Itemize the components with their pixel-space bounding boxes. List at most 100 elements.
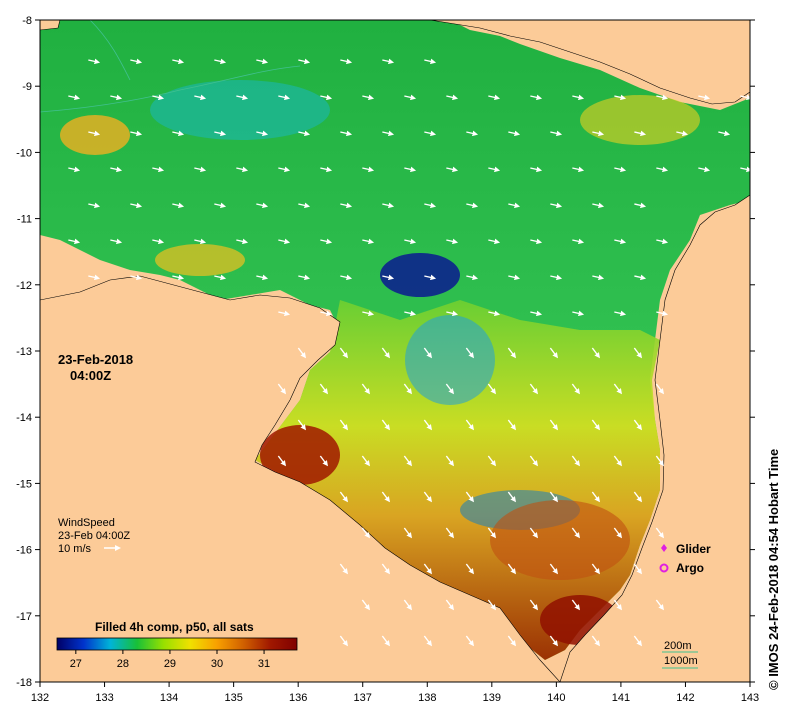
lon-tick-label: 134: [160, 692, 178, 704]
wind-arrow-icon: [320, 310, 333, 317]
lat-tick-label: -12: [16, 280, 32, 292]
wind-arrow-icon: [571, 599, 581, 611]
wind-arrow-icon: [488, 238, 501, 245]
wind-arrow-icon: [423, 419, 433, 431]
wind-arrow-icon: [550, 202, 563, 209]
wind-legend-time: 23-Feb 04:00Z: [58, 530, 130, 542]
wind-arrow-icon: [404, 238, 417, 245]
lon-tick-label: 132: [31, 692, 49, 704]
wind-arrow-icon: [320, 94, 333, 101]
wind-arrow-icon: [194, 238, 207, 245]
lat-tick-label: -17: [16, 611, 32, 623]
wind-arrow-icon: [278, 166, 291, 173]
wind-arrow-icon: [381, 347, 391, 359]
wind-arrow-icon: [614, 238, 627, 245]
wind-arrow-icon: [110, 94, 123, 101]
new-guinea-land: [429, 20, 750, 105]
wind-arrow-icon: [298, 130, 311, 137]
lat-tick-label: -13: [16, 346, 32, 358]
wind-arrow-icon: [403, 599, 413, 611]
wind-arrow-icon: [424, 274, 437, 281]
wind-arrow-icon: [381, 563, 391, 575]
warm-patch: [580, 95, 700, 145]
lat-tick-label: -9: [22, 81, 32, 93]
wind-arrow-icon: [236, 94, 249, 101]
wind-arrow-icon: [381, 419, 391, 431]
wind-arrow-icon: [382, 202, 395, 209]
wind-arrow-icon: [549, 635, 559, 647]
lat-tick-label: -8: [22, 15, 32, 27]
wind-arrow-icon: [361, 599, 371, 611]
wind-arrow-icon: [339, 347, 349, 359]
wind-arrow-icon: [277, 383, 287, 395]
wind-arrow-icon: [634, 202, 647, 209]
wind-arrow-icon: [633, 635, 643, 647]
lon-tick-label: 136: [289, 692, 307, 704]
wind-legend: WindSpeed 23-Feb 04:00Z 10 m/s: [58, 517, 130, 555]
lon-tick-label: 138: [418, 692, 436, 704]
wind-arrow-icon: [236, 238, 249, 245]
wind-arrow-icon: [465, 563, 475, 575]
wind-arrow-icon: [676, 130, 689, 137]
contour-legend: 200m 1000m: [662, 640, 698, 669]
wind-arrow-icon: [88, 58, 101, 65]
wind-arrow-icon: [529, 599, 539, 611]
wind-arrow-icon: [549, 563, 559, 575]
wind-arrow-icon: [529, 383, 539, 395]
wind-arrow-icon: [256, 130, 269, 137]
wind-arrow-icon: [172, 58, 185, 65]
lon-axis: 132 133 134 135 136 137 138 139 140 141 142 143: [31, 682, 759, 704]
wind-arrow-icon: [130, 202, 143, 209]
wind-arrow-icon: [362, 310, 375, 317]
wind-arrow-icon: [152, 166, 165, 173]
wind-arrow-icon: [340, 202, 353, 209]
wind-arrow-icon: [445, 383, 455, 395]
lon-tick-label: 140: [547, 692, 565, 704]
wind-arrow-icon: [88, 202, 101, 209]
wind-arrow-icon: [634, 274, 647, 281]
wind-arrow-icon: [361, 383, 371, 395]
wind-arrow-icon: [381, 635, 391, 647]
ocean-layer: [40, 20, 750, 682]
wind-arrow-icon: [698, 94, 711, 101]
wind-arrow-icon: [68, 94, 81, 101]
wind-arrow-icon: [592, 274, 605, 281]
wind-arrow-icon: [613, 455, 623, 467]
wind-arrow-icon: [403, 455, 413, 467]
wind-arrow-icon: [361, 455, 371, 467]
argo-marker-icon: [659, 563, 669, 573]
wind-arrow-icon: [382, 274, 395, 281]
wind-arrow-icon: [572, 166, 585, 173]
wind-arrow-icon: [530, 94, 543, 101]
wind-arrow-icon: [424, 130, 437, 137]
marker-legend: Glider Argo: [659, 542, 711, 575]
wind-arrow-icon: [507, 491, 517, 503]
wind-arrow-icon: [549, 419, 559, 431]
wind-arrow-icon: [571, 455, 581, 467]
colorbar-title: Filled 4h comp, p50, all sats: [95, 620, 254, 634]
wind-arrow-icon: [550, 130, 563, 137]
wind-arrow-icon: [488, 166, 501, 173]
lat-axis: -8 -9 -10 -11 -12 -13 -14 -15 -16 -17 -18: [16, 15, 755, 689]
lat-tick-label: -16: [16, 545, 32, 557]
wind-arrow-icon: [423, 563, 433, 575]
wind-arrow-icon: [466, 274, 479, 281]
wind-arrow-icon: [487, 383, 497, 395]
colorbar-tick-label: 29: [164, 658, 176, 670]
timor-land: [40, 20, 61, 31]
wind-arrow-icon: [592, 202, 605, 209]
wind-arrow-icon: [194, 94, 207, 101]
wind-arrow-icon: [130, 58, 143, 65]
cool-patch: [150, 80, 330, 140]
wind-arrow-icon: [88, 274, 101, 281]
wind-arrow-icon: [214, 274, 227, 281]
wind-arrow-icon: [339, 419, 349, 431]
colorbar-tick-label: 28: [117, 658, 129, 670]
lat-tick-label: -10: [16, 147, 32, 159]
warm-patch: [260, 425, 340, 485]
wind-arrow-icon: [256, 202, 269, 209]
wind-arrow-icon: [423, 491, 433, 503]
wind-arrow-icon: [698, 166, 711, 173]
wind-arrow-icon: [530, 310, 543, 317]
wind-arrow-icon: [214, 58, 227, 65]
